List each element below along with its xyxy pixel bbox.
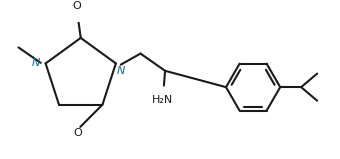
Text: N: N: [117, 66, 125, 76]
Text: H₂N: H₂N: [152, 95, 173, 105]
Text: O: O: [73, 128, 82, 138]
Text: N: N: [32, 58, 40, 68]
Text: O: O: [73, 1, 81, 11]
